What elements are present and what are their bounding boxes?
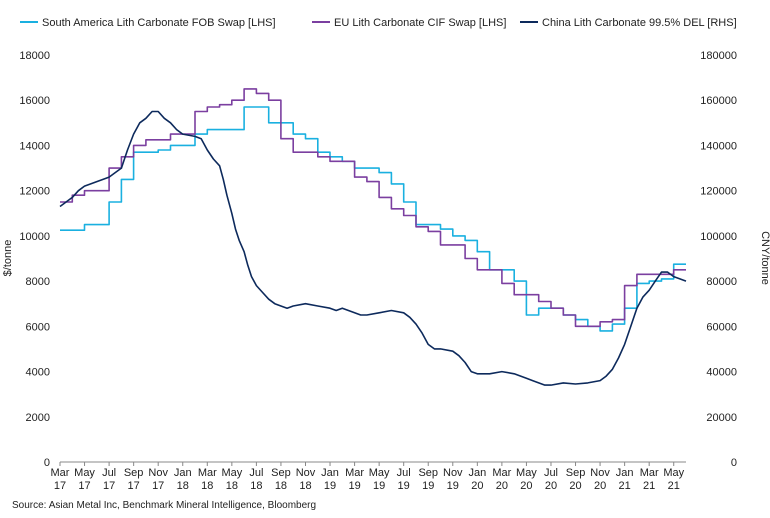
- y-left-tick-label: 10000: [19, 231, 50, 243]
- x-tick-month: Nov: [296, 467, 316, 479]
- x-tick-year: 17: [78, 480, 90, 492]
- x-tick-year: 19: [348, 480, 360, 492]
- x-tick-month: Sep: [271, 467, 291, 479]
- y-left-tick-label: 6000: [26, 321, 50, 333]
- x-tick-month: Jan: [468, 467, 486, 479]
- x-tick-month: Nov: [148, 467, 168, 479]
- y-right-tick-label: 0: [731, 457, 737, 469]
- x-tick-month: Sep: [566, 467, 586, 479]
- y-left-tick-label: 18000: [19, 50, 50, 62]
- x-tick-year: 18: [201, 480, 213, 492]
- legend-label-3: China Lith Carbonate 99.5% DEL [RHS]: [542, 17, 737, 29]
- x-tick-month: Mar: [345, 467, 364, 479]
- x-tick-year: 17: [103, 480, 115, 492]
- y-left-tick-label: 2000: [26, 412, 50, 424]
- x-tick-year: 18: [275, 480, 287, 492]
- x-tick-year: 20: [594, 480, 606, 492]
- x-axis: Mar17May17Jul17Sep17Nov17Jan18Mar18May18…: [51, 462, 685, 492]
- x-tick-year: 21: [668, 480, 680, 492]
- x-tick-year: 20: [520, 480, 532, 492]
- x-tick-month: May: [221, 467, 242, 479]
- x-tick-month: Jan: [174, 467, 192, 479]
- y-right-tick-label: 160000: [700, 95, 737, 107]
- x-tick-year: 17: [152, 480, 164, 492]
- y-left-tick-label: 4000: [26, 367, 50, 379]
- y-axis-right-title: CNY/tonne: [759, 231, 770, 285]
- x-tick-year: 18: [177, 480, 189, 492]
- x-tick-month: Jul: [544, 467, 558, 479]
- source-note: Source: Asian Metal Inc, Benchmark Miner…: [12, 500, 317, 511]
- y-right-tick-label: 60000: [706, 321, 737, 333]
- x-tick-month: Mar: [198, 467, 217, 479]
- y-right-tick-label: 80000: [706, 276, 737, 288]
- x-tick-year: 20: [545, 480, 557, 492]
- x-tick-year: 20: [471, 480, 483, 492]
- x-tick-month: May: [516, 467, 537, 479]
- x-tick-month: Jul: [397, 467, 411, 479]
- x-tick-year: 20: [496, 480, 508, 492]
- y-right-tick-label: 140000: [700, 140, 737, 152]
- x-tick-month: Jul: [102, 467, 116, 479]
- y-right-tick-label: 120000: [700, 186, 737, 198]
- y-left-tick-label: 8000: [26, 276, 50, 288]
- x-tick-month: May: [369, 467, 390, 479]
- x-tick-year: 17: [54, 480, 66, 492]
- x-tick-year: 21: [619, 480, 631, 492]
- x-tick-month: May: [663, 467, 684, 479]
- x-tick-month: Mar: [492, 467, 511, 479]
- x-tick-month: Jan: [616, 467, 634, 479]
- y-axis-left-title: $/tonne: [2, 240, 14, 277]
- y-left-tick-label: 0: [44, 457, 50, 469]
- legend-label-2: EU Lith Carbonate CIF Swap [LHS]: [334, 17, 506, 29]
- y-right-tick-label: 100000: [700, 231, 737, 243]
- x-tick-year: 18: [226, 480, 238, 492]
- series-line-3: [59, 110, 687, 386]
- x-tick-year: 19: [422, 480, 434, 492]
- series-line-1: [60, 106, 686, 332]
- x-tick-month: May: [74, 467, 95, 479]
- x-tick-year: 19: [447, 480, 459, 492]
- y-axis-left: 0 2000 4000 6000 8000 10000 12000 14000 16000 180…: [19, 50, 50, 469]
- series-layer: [59, 88, 687, 386]
- series-line-2: [60, 88, 686, 328]
- x-tick-month: Mar: [640, 467, 659, 479]
- x-tick-year: 18: [299, 480, 311, 492]
- x-tick-month: Jan: [321, 467, 339, 479]
- x-tick-month: Sep: [418, 467, 438, 479]
- y-left-tick-label: 14000: [19, 140, 50, 152]
- y-left-tick-label: 12000: [19, 186, 50, 198]
- x-tick-year: 17: [128, 480, 140, 492]
- y-right-tick-label: 180000: [700, 50, 737, 62]
- x-tick-year: 20: [569, 480, 581, 492]
- x-tick-month: Mar: [51, 467, 70, 479]
- x-tick-year: 19: [398, 480, 410, 492]
- y-right-tick-label: 20000: [706, 412, 737, 424]
- x-tick-year: 21: [643, 480, 655, 492]
- y-axis-right: 0 20000 40000 60000 80000 100000 120000 140000 1…: [700, 50, 737, 469]
- x-tick-year: 19: [324, 480, 336, 492]
- y-left-tick-label: 16000: [19, 95, 50, 107]
- x-tick-month: Jul: [249, 467, 263, 479]
- legend: South America Lith Carbonate FOB Swap [L…: [20, 17, 737, 29]
- x-tick-month: Nov: [443, 467, 463, 479]
- x-tick-year: 19: [373, 480, 385, 492]
- y-right-tick-label: 40000: [706, 367, 737, 379]
- x-tick-month: Nov: [590, 467, 610, 479]
- x-tick-year: 18: [250, 480, 262, 492]
- legend-label-1: South America Lith Carbonate FOB Swap [L…: [42, 17, 276, 29]
- x-tick-month: Sep: [124, 467, 144, 479]
